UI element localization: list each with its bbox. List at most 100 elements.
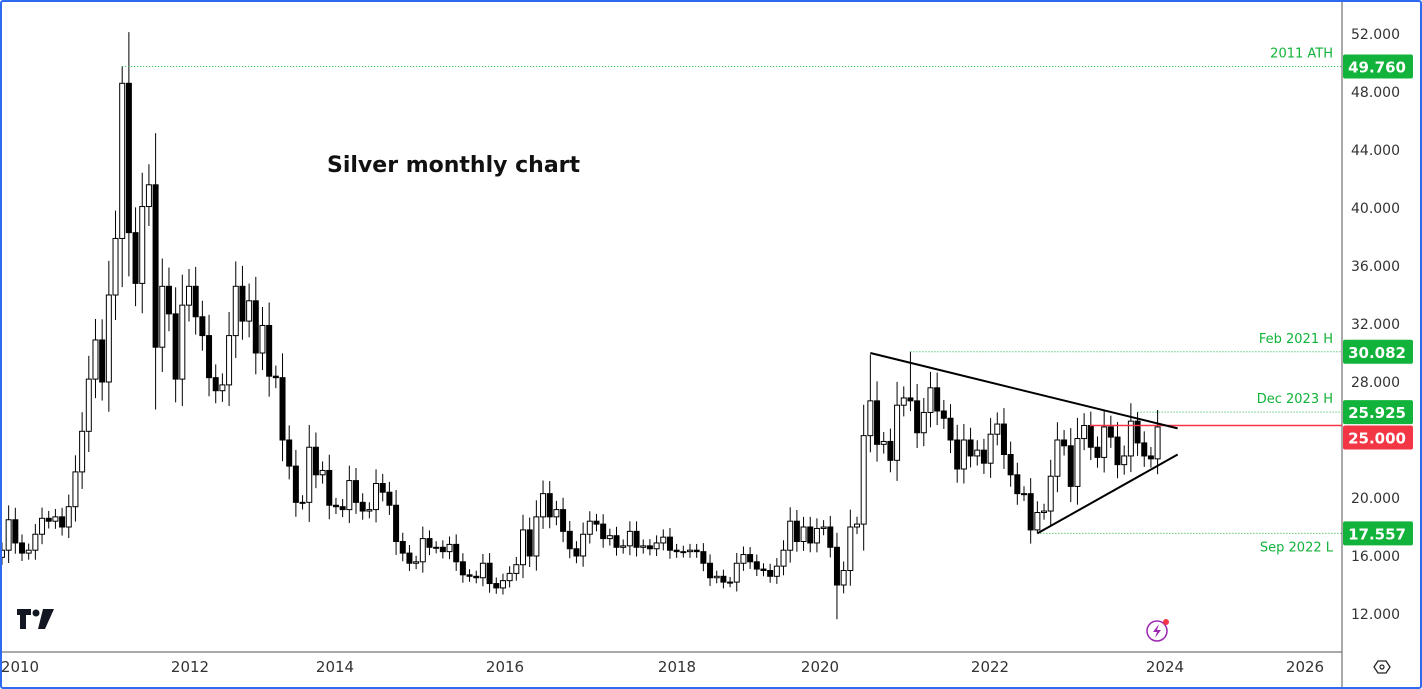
candle-up [553, 509, 560, 518]
candle-up [85, 378, 92, 432]
candle-up [1034, 512, 1041, 531]
chart-title: Silver monthly chart [327, 153, 581, 178]
candle-down [1107, 426, 1114, 438]
candle-up [506, 572, 513, 582]
candle-down [212, 377, 219, 392]
candle-up [787, 520, 794, 551]
candle-up [186, 285, 192, 306]
candle-up [5, 519, 12, 551]
price-tag [1343, 54, 1413, 79]
candle-up [740, 554, 747, 564]
candle-down [887, 440, 894, 461]
candle-down [272, 375, 279, 379]
candle-up [854, 523, 860, 528]
tradingview-logo [17, 609, 54, 629]
y-tick-label: 40.000 [1351, 201, 1400, 217]
y-tick-label: 16.000 [1351, 549, 1400, 565]
candle-down [827, 526, 834, 548]
x-tick-label: 2020 [801, 658, 839, 676]
candle-up [246, 300, 253, 322]
trendline[interactable] [870, 352, 1178, 430]
candle-down [954, 439, 961, 470]
x-tick-label: 2014 [316, 658, 354, 676]
candle-up [813, 527, 820, 544]
candle-up [1154, 426, 1161, 460]
candle-down [646, 545, 653, 550]
x-tick-label: 2026 [1286, 658, 1324, 676]
candle-down [673, 549, 680, 553]
candle-down [379, 483, 386, 493]
candle-up [713, 575, 720, 579]
candle-up [974, 449, 981, 457]
candle-up [1021, 493, 1027, 496]
candle-down [426, 538, 433, 548]
candle-up [773, 565, 780, 577]
candle-down [940, 410, 947, 419]
trendline[interactable] [1036, 453, 1179, 535]
candle-down [753, 561, 760, 570]
candle-up [112, 237, 119, 296]
x-tick-label: 2016 [486, 658, 524, 676]
candle-down [1087, 425, 1094, 448]
candle-down [613, 535, 620, 548]
y-tick-label: 44.000 [1351, 143, 1400, 159]
settings-hexagon-icon[interactable] [1373, 660, 1391, 674]
candle-down [252, 300, 259, 354]
candle-down [633, 530, 640, 548]
candle-down [1147, 455, 1154, 460]
candle-down [560, 509, 567, 532]
candle-down [1014, 474, 1021, 495]
candle-down [199, 316, 206, 337]
candle-up [1127, 420, 1134, 457]
x-tick-label: 2018 [658, 658, 696, 676]
candle-down [967, 439, 974, 457]
candle-up [259, 324, 266, 354]
candle-up [319, 469, 326, 476]
candle-down [12, 519, 19, 544]
lightning-icon[interactable] [1146, 620, 1168, 642]
candle-up [860, 435, 867, 525]
candle-down [439, 546, 446, 553]
candle-up [620, 545, 627, 548]
candle-up [65, 506, 72, 528]
candle-down [593, 520, 600, 525]
candle-up [733, 562, 740, 583]
candle-down [546, 493, 553, 518]
candle-up [606, 535, 613, 540]
price-tag [1343, 339, 1413, 364]
candle-down [99, 339, 106, 383]
candle-down [125, 82, 132, 234]
candle-up [1081, 425, 1088, 440]
candle-up [232, 285, 239, 337]
candle-up [900, 397, 907, 406]
candle-up [25, 549, 32, 554]
price-tag [1343, 400, 1413, 425]
candle-down [292, 465, 299, 503]
candle-up [626, 530, 633, 547]
y-tick-label: 12.000 [1351, 607, 1400, 623]
y-tick-label: 48.000 [1351, 85, 1400, 101]
candle-down [934, 387, 941, 412]
candle-up [1041, 510, 1048, 513]
lightning-glyph [1153, 624, 1161, 638]
candle-down [666, 536, 673, 551]
candle-up [373, 483, 380, 511]
candle-up [920, 411, 927, 434]
candle-up [840, 570, 847, 586]
candle-down [19, 542, 25, 554]
candle-down [760, 568, 767, 571]
candle-down [1000, 423, 1007, 455]
x-tick-label: 2010 [1, 658, 39, 676]
y-tick-label: 36.000 [1351, 259, 1400, 275]
candle-down [45, 517, 52, 522]
y-tick-label: 28.000 [1351, 375, 1400, 391]
candle-down [453, 543, 460, 563]
price-tag [1343, 521, 1413, 546]
candle-down [59, 516, 66, 528]
candle-down [486, 562, 493, 585]
candle-down [393, 504, 400, 542]
candle-up [52, 516, 59, 522]
candle-down [353, 480, 359, 503]
x-tick-label: 2012 [171, 658, 209, 676]
